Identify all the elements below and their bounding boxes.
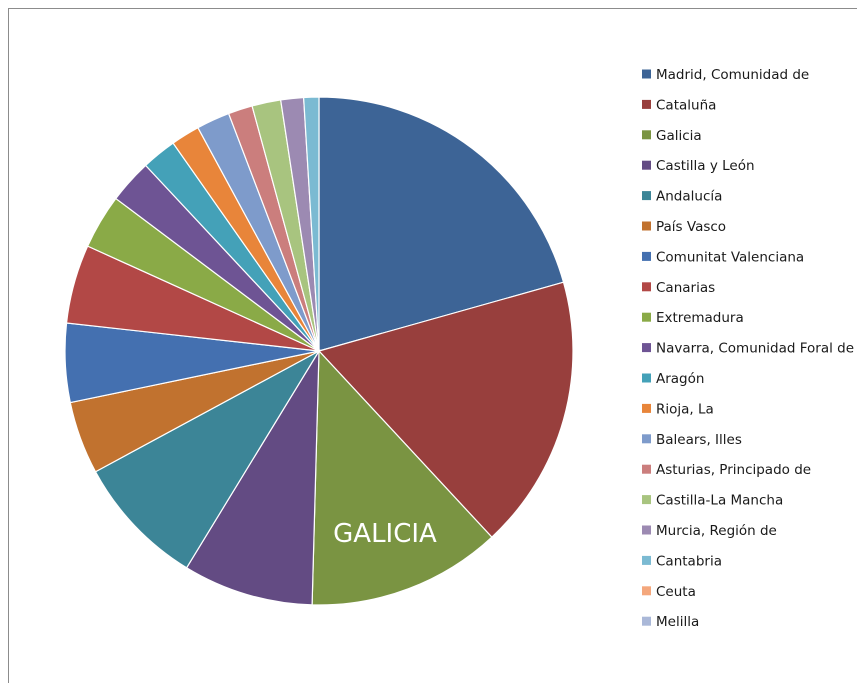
legend-swatch-madrid-comunidad-de	[642, 69, 651, 79]
legend-label-comunitat-valenciana: Comunitat Valenciana	[656, 249, 804, 265]
legend-label-canarias: Canarias	[656, 280, 715, 296]
legend-swatch-andalucia	[642, 191, 651, 201]
legend-swatch-asturias-principado-de	[642, 464, 651, 474]
legend-label-rioja-la: Rioja, La	[656, 401, 714, 417]
legend-label-ceuta: Ceuta	[656, 584, 696, 600]
legend-swatch-castilla-y-leon	[642, 160, 651, 170]
legend-label-galicia: Galicia	[656, 128, 702, 144]
pie-slice-andalucia	[94, 349, 321, 569]
pie-slice-madrid-comunidad-de	[318, 96, 565, 352]
legend-swatch-aragon	[642, 373, 651, 383]
legend-swatch-melilla	[642, 616, 651, 626]
legend-label-aragon: Aragón	[656, 371, 704, 387]
legend-label-castilla-la-mancha: Castilla-La Mancha	[656, 493, 783, 509]
pie-slice-galicia	[311, 349, 493, 606]
legend-swatch-castilla-la-mancha	[642, 495, 651, 505]
legend: Madrid, Comunidad de Cataluña Galicia Casti…	[642, 67, 854, 630]
legend-swatch-canarias	[642, 282, 651, 292]
legend-label-cantabria: Cantabria	[656, 553, 722, 569]
slice-label-galicia: GALICIA	[333, 519, 437, 549]
pie-slice-cantabria	[302, 96, 320, 352]
pie-slice-cataluna	[317, 281, 574, 538]
pie-slice-castilla-y-leon	[185, 348, 320, 606]
legend-swatch-pais-vasco	[642, 221, 651, 231]
legend-label-balears-illes: Balears, Illes	[656, 432, 742, 448]
legend-swatch-balears-illes	[642, 434, 651, 444]
legend-label-pais-vasco: País Vasco	[656, 219, 726, 235]
legend-swatch-rioja-la	[642, 403, 651, 413]
legend-swatch-cataluna	[642, 99, 651, 109]
legend-swatch-extremadura	[642, 312, 651, 322]
legend-label-asturias-principado-de: Asturias, Principado de	[656, 462, 811, 478]
legend-label-extremadura: Extremadura	[656, 310, 744, 326]
legend-label-madrid-comunidad-de: Madrid, Comunidad de	[656, 67, 809, 83]
legend-label-melilla: Melilla	[656, 614, 699, 630]
legend-label-navarra-comunidad-foral-de: Navarra, Comunidad Foral de	[656, 341, 854, 357]
pie-slices	[64, 96, 574, 606]
legend-swatch-cantabria	[642, 555, 651, 565]
legend-label-murcia-region-de: Murcia, Región de	[656, 523, 777, 539]
legend-label-andalucia: Andalucía	[656, 189, 722, 205]
legend-swatch-navarra-comunidad-foral-de	[642, 343, 651, 353]
legend-swatch-galicia	[642, 130, 651, 140]
legend-label-castilla-y-leon: Castilla y León	[656, 158, 755, 174]
legend-swatch-murcia-region-de	[642, 525, 651, 535]
legend-swatch-ceuta	[642, 586, 651, 596]
legend-swatch-comunitat-valenciana	[642, 251, 651, 261]
legend-label-cataluna: Cataluña	[656, 97, 716, 113]
